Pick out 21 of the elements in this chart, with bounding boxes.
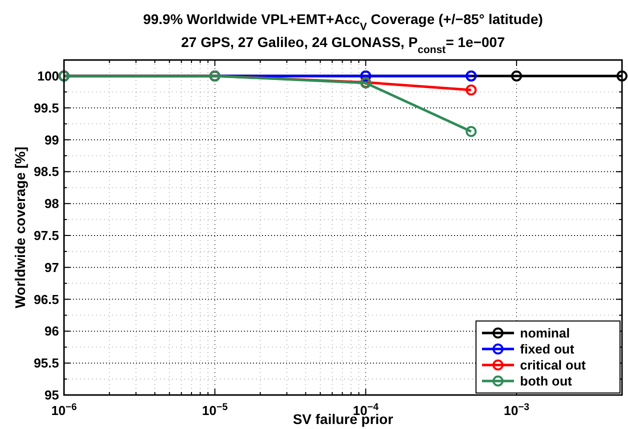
y-tick-label: 95 bbox=[44, 388, 59, 402]
chart-subtitle: 27 GPS, 27 Galileo, 24 GLONASS, P$_{const}$= 1e−007 bbox=[181, 34, 506, 56]
y-axis-title: Worldwide coverage [%] bbox=[12, 146, 28, 308]
x-tick-label: 10$^{−6}$ bbox=[51, 402, 78, 418]
legend-label: critical out bbox=[520, 358, 586, 372]
x-tick-label: 10$^{−5}$ bbox=[202, 402, 228, 418]
y-tick-label: 95.5 bbox=[34, 356, 59, 371]
x-tick-label: 10$^{−3}$ bbox=[504, 402, 530, 418]
y-tick-label: 97.5 bbox=[34, 228, 59, 243]
chart-title: 99.9% Worldwide VPL+EMT+Acc$_{V}$ Coverage (+/−85° latitude) bbox=[143, 11, 543, 33]
legend-label: both out bbox=[520, 374, 573, 388]
legend-label: fixed out bbox=[520, 342, 575, 356]
y-tick-label: 97 bbox=[44, 260, 59, 275]
y-tick-label: 98.5 bbox=[34, 164, 59, 180]
y-tick-label: 100 bbox=[37, 68, 59, 84]
legend-label: nominal bbox=[520, 326, 570, 340]
y-tick-label: 96 bbox=[44, 324, 59, 339]
y-tick-label: 98 bbox=[44, 196, 59, 212]
y-tick-label: 99.5 bbox=[34, 100, 59, 116]
y-tick-label: 96.5 bbox=[34, 292, 59, 307]
y-tick-label: 99 bbox=[44, 132, 59, 148]
